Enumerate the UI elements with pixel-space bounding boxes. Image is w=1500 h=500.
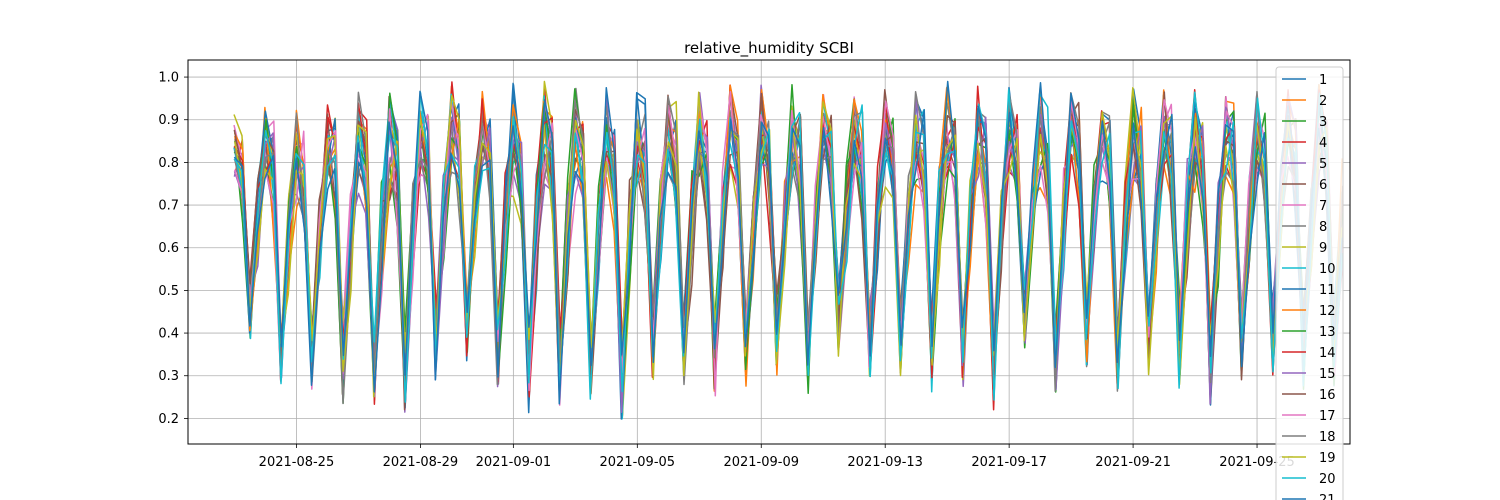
legend-label: 9 [1319, 241, 1327, 256]
y-tick-label: 0.8 [158, 156, 179, 171]
legend-label: 20 [1319, 472, 1336, 487]
y-tick-label: 0.3 [158, 369, 179, 384]
x-tick-label: 2021-09-17 [971, 455, 1047, 470]
legend-box [1275, 66, 1344, 500]
legend-label: 1 [1319, 73, 1327, 88]
y-tick-label: 0.9 [158, 113, 179, 128]
legend-label: 12 [1319, 304, 1336, 319]
x-tick-label: 2021-09-13 [847, 455, 923, 470]
y-tick-label: 0.4 [158, 327, 179, 342]
legend-label: 5 [1319, 157, 1327, 172]
series-lines [233, 80, 1344, 420]
legend-label: 13 [1319, 325, 1336, 340]
legend-label: 4 [1319, 136, 1327, 151]
plot-frame [187, 59, 1351, 445]
legend-label: 18 [1319, 430, 1336, 445]
legend-label: 2 [1319, 94, 1327, 109]
y-tick-label: 0.7 [158, 199, 179, 214]
legend-label: 14 [1319, 346, 1336, 361]
y-tick-label: 0.6 [158, 241, 179, 256]
x-tick-label: 2021-09-09 [723, 455, 799, 470]
legend-label: 8 [1319, 220, 1327, 235]
x-axis: 2021-08-25 2021-08-29 2021-09-01 2021-09-05… [259, 444, 1295, 470]
x-tick-label: 2021-08-25 [259, 455, 335, 470]
x-tick-label: 2021-09-05 [600, 455, 676, 470]
y-tick-label: 0.2 [158, 412, 179, 427]
legend-label: 16 [1319, 388, 1336, 403]
y-tick-label: 1.0 [158, 71, 179, 86]
legend: 123456789101112131415161718192021 [1275, 66, 1344, 500]
y-tick-label: 0.5 [158, 284, 179, 299]
legend-label: 21 [1319, 493, 1336, 500]
legend-label: 6 [1319, 178, 1327, 193]
legend-label: 3 [1319, 115, 1327, 130]
chart-title: relative_humidity SCBI [684, 39, 854, 58]
legend-label: 15 [1319, 367, 1336, 382]
legend-label: 19 [1319, 451, 1336, 466]
legend-label: 7 [1319, 199, 1327, 214]
legend-label: 17 [1319, 409, 1336, 424]
legend-label: 11 [1319, 283, 1336, 298]
x-tick-label: 2021-09-01 [476, 455, 552, 470]
y-axis: 0.2 0.3 0.4 0.5 0.6 0.7 0.8 0.9 1.0 [158, 71, 188, 427]
x-tick-label: 2021-08-29 [383, 455, 459, 470]
legend-label: 10 [1319, 262, 1336, 277]
series-line-21 [233, 80, 1343, 405]
x-tick-label: 2021-09-21 [1095, 455, 1171, 470]
